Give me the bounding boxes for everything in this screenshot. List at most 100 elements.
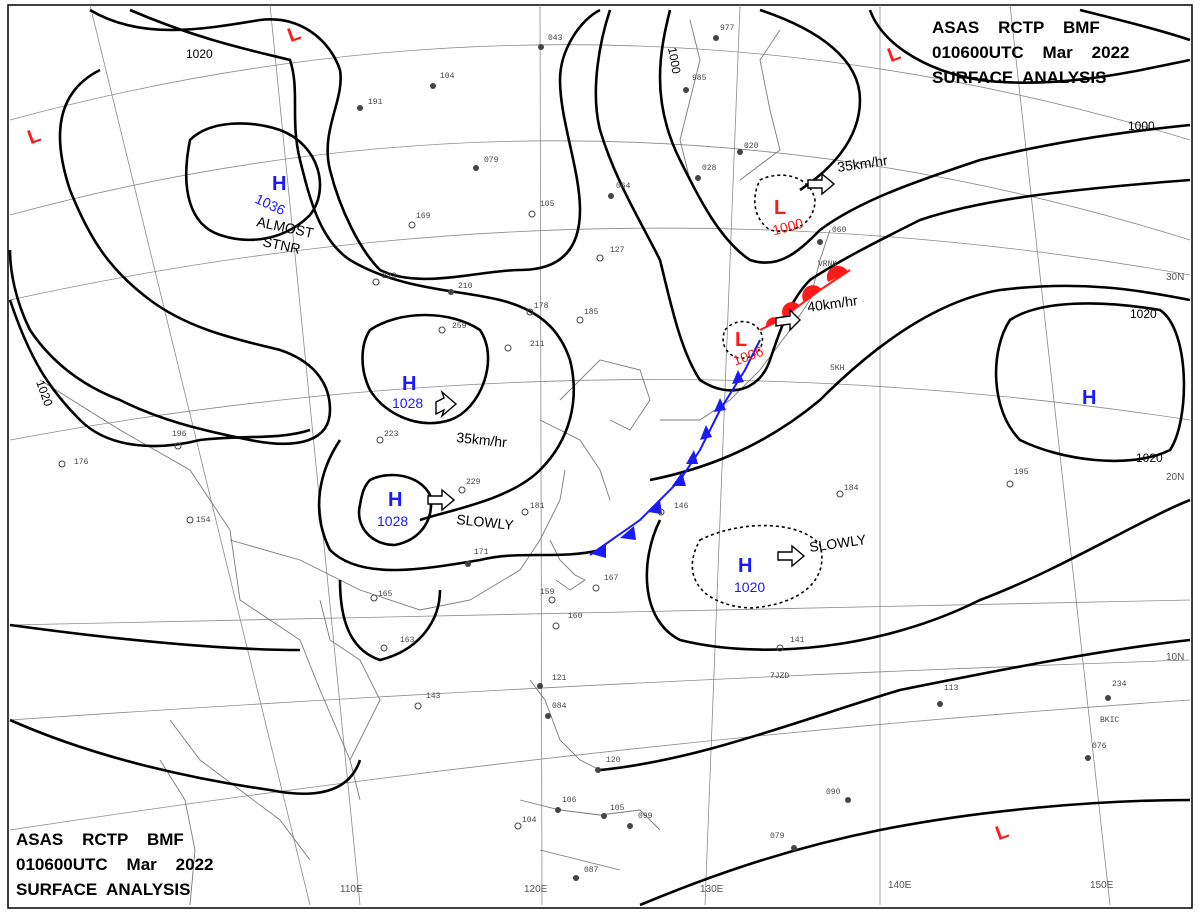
station-label: 084: [552, 702, 567, 711]
isobar: [868, 9, 1191, 85]
station-label: 210: [458, 282, 473, 291]
isobar: [994, 302, 1186, 463]
station-marker: [465, 561, 471, 567]
station-label: 099: [638, 812, 653, 821]
station-marker: [473, 165, 479, 171]
latitude-label: 30N: [1166, 272, 1184, 283]
station-marker: [537, 683, 543, 689]
header-title: ASAS RCTP BMF: [932, 18, 1100, 37]
station-marker: [376, 436, 384, 444]
isobar: [8, 299, 311, 448]
high-center-symbol: H: [1082, 387, 1096, 409]
station-marker: [627, 823, 633, 829]
station-label: 079: [484, 156, 499, 165]
station-marker: [657, 508, 665, 516]
movement-note: STNR: [261, 233, 302, 257]
isobar: [658, 9, 1191, 264]
isobar: [89, 8, 601, 281]
latitude-label: 10N: [1166, 652, 1184, 663]
high-center-symbol: H: [388, 489, 402, 511]
station-label: 185: [584, 308, 599, 317]
isobar-label: 1000: [665, 46, 683, 75]
station-label: 020: [744, 142, 759, 151]
station-marker: [174, 442, 182, 450]
station-label: BKIC: [1100, 716, 1119, 725]
low-center-symbol: L: [735, 329, 747, 351]
station-label: 181: [530, 502, 545, 511]
station-label: 090: [826, 788, 841, 797]
station-label: VRNK: [818, 260, 837, 269]
movement-note: 40km/hr: [806, 292, 859, 315]
movement-note: 35km/hr: [836, 152, 889, 175]
longitude-label: 140E: [888, 880, 912, 891]
station-label: 105: [540, 200, 555, 209]
station-marker: [596, 254, 604, 262]
station-marker: [1085, 755, 1091, 761]
station-marker: [695, 175, 701, 181]
high-center-pressure: 1028: [377, 513, 408, 529]
station-marker: [372, 278, 380, 286]
station-marker: [438, 326, 446, 334]
footer-subtitle: SURFACE ANALYSIS: [16, 880, 190, 899]
isobar: [317, 439, 601, 572]
station-label: 060: [832, 226, 847, 235]
station-marker: [836, 490, 844, 498]
station-label: 163: [400, 636, 415, 645]
station-marker: [380, 644, 388, 652]
longitude-label: 120E: [524, 884, 548, 895]
station-label: 259: [452, 322, 467, 331]
low-center-symbol: L: [885, 42, 904, 67]
isobar: [361, 313, 490, 425]
isobar-dotted: [691, 524, 823, 609]
header-datetime: 010600UTC Mar 2022: [932, 43, 1130, 62]
low-center-symbol: L: [774, 197, 786, 219]
station-label: 985: [692, 74, 707, 83]
station-marker: [1006, 480, 1014, 488]
arrow-icon: [775, 308, 801, 332]
station-label: 143: [426, 692, 441, 701]
station-label: 184: [844, 484, 859, 493]
station-label: 104: [522, 816, 537, 825]
station-label: 121: [552, 674, 567, 683]
arrow-icon: [427, 488, 456, 512]
movement-notes: ALMOST STNR 35km/hr 40km/hr 35km/hr SLOW…: [255, 152, 888, 555]
station-label: 127: [610, 246, 625, 255]
station-label: 195: [1014, 468, 1029, 477]
station-label: 154: [196, 516, 211, 525]
station-marker: [458, 486, 466, 494]
longitude-label: 110E: [340, 884, 363, 895]
station-marker: [526, 308, 534, 316]
station-label: 7JZD: [770, 672, 789, 681]
station-marker: [791, 845, 797, 851]
station-marker: [548, 596, 556, 604]
low-center-symbol: L: [25, 124, 44, 149]
station-label: 043: [548, 34, 563, 43]
high-center-symbol: H: [402, 373, 416, 395]
high-center-pressure: 1028: [392, 395, 423, 411]
station-marker: [601, 813, 607, 819]
station-marker: [817, 239, 823, 245]
station-marker: [592, 584, 600, 592]
isobar: [645, 498, 1191, 651]
isobar: [599, 638, 1191, 772]
station-marker: [595, 767, 601, 773]
isobar: [9, 718, 362, 796]
station-marker: [683, 87, 689, 93]
isobar-label: 1020: [1130, 307, 1157, 321]
station-label: 113: [944, 684, 959, 693]
isobar: [8, 68, 332, 446]
isobar: [129, 8, 576, 522]
station-label: 087: [584, 866, 599, 875]
station-marker: [545, 713, 551, 719]
arrow-icon: [777, 544, 806, 568]
isobar-label: 1020: [186, 47, 213, 61]
header-subtitle: SURFACE ANALYSIS: [932, 68, 1106, 87]
station-label: 120: [606, 756, 621, 765]
station-label: 159: [540, 588, 555, 597]
arrow-icon: [807, 172, 836, 196]
station-label: 178: [534, 302, 549, 311]
station-label: 160: [568, 612, 583, 621]
isobar-dotted: [754, 174, 816, 232]
isobar: [338, 579, 442, 662]
station-label: 977: [720, 24, 735, 33]
